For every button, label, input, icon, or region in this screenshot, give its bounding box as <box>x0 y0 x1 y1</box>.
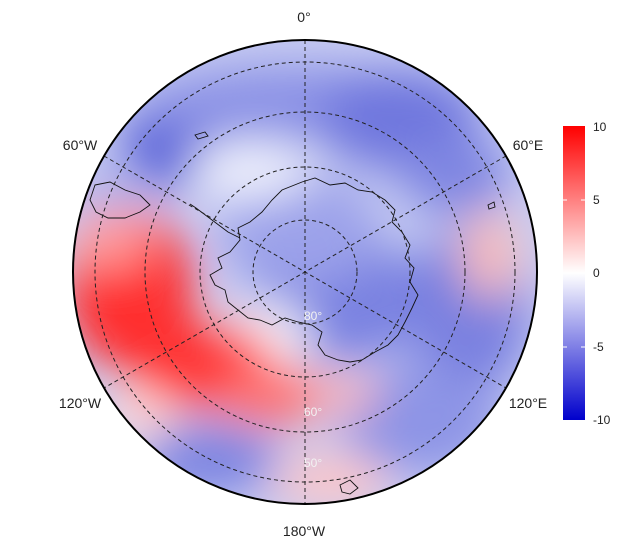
lon-label-lower-left: 120°W <box>59 395 102 411</box>
lon-label-top: 0° <box>297 9 310 25</box>
antarctica-coastline <box>209 177 419 363</box>
colorbar-tick-5: 5 <box>593 193 600 207</box>
graticule <box>94 40 516 504</box>
lat-label-80: 80° <box>304 309 322 323</box>
colorbar-tick-10: 10 <box>593 120 607 134</box>
lat-label-60: 60° <box>304 405 322 419</box>
colorbar: 10 5 0 -5 -10 <box>563 120 611 427</box>
new-zealand-tip <box>339 479 359 495</box>
antarctic-peninsula <box>189 203 241 239</box>
lon-label-upper-left: 60°W <box>63 137 98 153</box>
colorbar-tick-minus10: -10 <box>593 413 611 427</box>
lat-label-50: 50° <box>304 456 322 470</box>
colorbar-tick-minus5: -5 <box>593 340 604 354</box>
colorbar-gradient <box>563 126 585 420</box>
lon-label-bottom: 180°W <box>283 523 326 539</box>
colorbar-tick-0: 0 <box>593 266 600 280</box>
meridian-120 <box>103 155 507 389</box>
lon-label-upper-right: 60°E <box>513 137 544 153</box>
coastlines <box>89 131 496 495</box>
lon-label-lower-right: 120°E <box>509 395 547 411</box>
map-boundary <box>72 39 538 505</box>
lat-circle-80 <box>252 219 358 325</box>
south-georgia <box>194 131 209 140</box>
south-america-tip <box>89 181 151 219</box>
kerguelen <box>487 201 496 210</box>
lat-circle-60 <box>144 111 466 433</box>
